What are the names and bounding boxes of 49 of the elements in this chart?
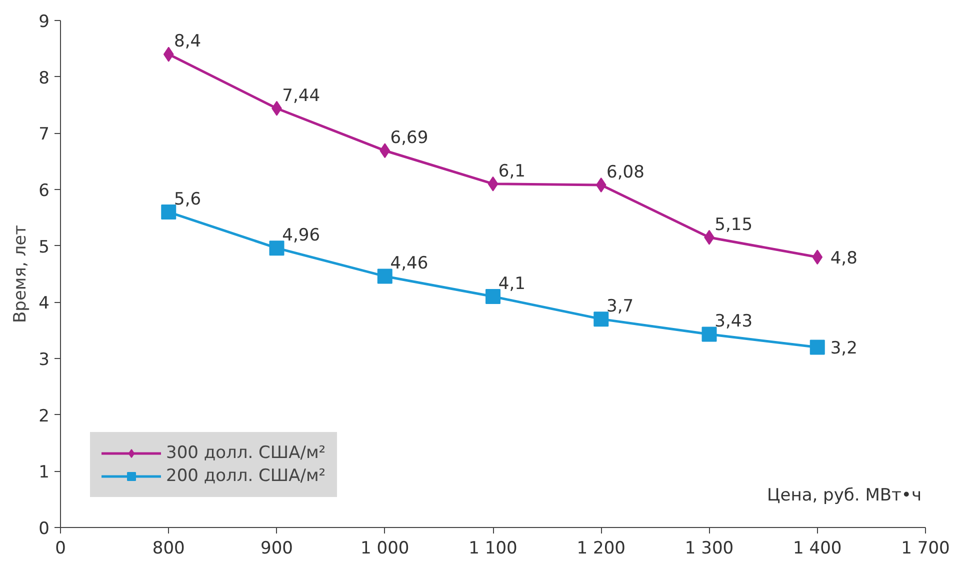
y-axis-title: Время, лет	[10, 224, 31, 323]
y-tick-label: 6	[38, 181, 50, 201]
data-label: 6,1	[498, 161, 526, 182]
data-label: 4,8	[830, 248, 858, 269]
point	[488, 176, 498, 192]
data-label: 3,2	[830, 338, 858, 359]
point	[810, 340, 825, 355]
point	[812, 250, 823, 265]
y-tick-label: 8	[38, 68, 50, 88]
x-tick-label: 900	[260, 538, 293, 558]
data-label: 4,1	[498, 274, 526, 294]
data-label: 5,15	[714, 214, 753, 235]
x-tick-label: 800	[152, 538, 185, 558]
data-label: 6,69	[390, 128, 428, 148]
y-tick-label: 7	[38, 124, 50, 145]
y-tick-label: 1	[38, 462, 50, 483]
x-tick-label: 1 000	[360, 538, 410, 558]
y-tick-label: 9	[38, 12, 50, 32]
data-label: 4,46	[390, 254, 428, 274]
point	[596, 177, 606, 192]
x-tick-label: 1 300	[684, 538, 734, 558]
point	[377, 268, 392, 284]
y-tick-label: 3	[38, 350, 50, 370]
data-label: 6,08	[606, 162, 644, 182]
point	[380, 143, 390, 158]
data-label: 5,6	[174, 189, 202, 210]
x-tick-label: 1 700	[901, 538, 950, 558]
data-label: 8,4	[174, 32, 202, 52]
legend-label: 200 долл. США/м²	[166, 466, 326, 486]
y-tick-label: 4	[38, 294, 50, 314]
point	[486, 289, 500, 304]
point	[163, 46, 174, 62]
y-tick-label: 5	[38, 237, 50, 258]
data-label: 4,96	[282, 226, 320, 246]
x-axis-title: Цена, руб. МВт•ч	[767, 486, 922, 506]
data-label: 7,44	[282, 86, 320, 106]
y-tick-label: 2	[38, 406, 50, 426]
point	[594, 312, 609, 327]
data-label: 3,43	[714, 312, 753, 332]
point	[269, 240, 284, 256]
legend-label: 300 долл. США/м²	[166, 443, 326, 463]
point	[161, 204, 176, 220]
y-tick-label: 0	[38, 519, 50, 539]
x-tick-label: 1 100	[468, 538, 518, 558]
x-tick-label: 1 200	[576, 538, 626, 558]
x-tick-label: 0	[55, 538, 66, 558]
x-tick-label: 1 400	[793, 538, 842, 558]
point	[702, 326, 717, 342]
data-label: 3,7	[606, 296, 634, 316]
